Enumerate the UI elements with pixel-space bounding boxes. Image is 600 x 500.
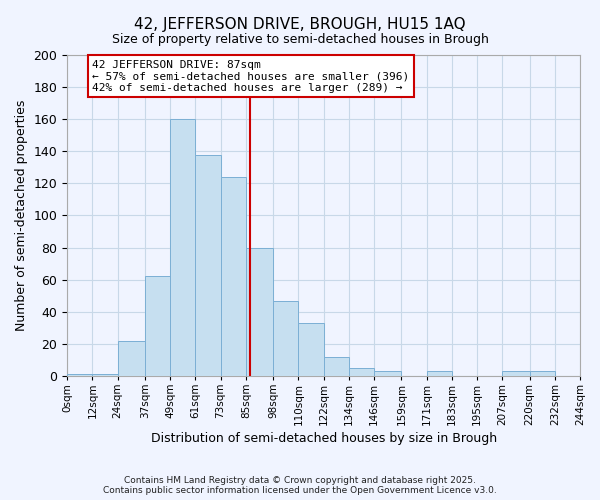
Bar — [273, 300, 298, 376]
Bar — [323, 356, 349, 376]
Bar — [298, 323, 323, 376]
Bar — [427, 371, 452, 376]
Text: Contains HM Land Registry data © Crown copyright and database right 2025.
Contai: Contains HM Land Registry data © Crown c… — [103, 476, 497, 495]
Bar — [530, 371, 555, 376]
Bar — [196, 154, 221, 376]
Text: 42, JEFFERSON DRIVE, BROUGH, HU15 1AQ: 42, JEFFERSON DRIVE, BROUGH, HU15 1AQ — [134, 18, 466, 32]
Y-axis label: Number of semi-detached properties: Number of semi-detached properties — [15, 100, 28, 331]
Text: 42 JEFFERSON DRIVE: 87sqm
← 57% of semi-detached houses are smaller (396)
42% of: 42 JEFFERSON DRIVE: 87sqm ← 57% of semi-… — [92, 60, 410, 93]
X-axis label: Distribution of semi-detached houses by size in Brough: Distribution of semi-detached houses by … — [151, 432, 497, 445]
Bar — [67, 374, 92, 376]
Bar — [118, 340, 145, 376]
Bar — [170, 119, 196, 376]
Text: Size of property relative to semi-detached houses in Brough: Size of property relative to semi-detach… — [112, 32, 488, 46]
Bar — [145, 276, 170, 376]
Bar — [349, 368, 374, 376]
Bar — [374, 371, 401, 376]
Bar — [92, 374, 118, 376]
Bar — [221, 177, 246, 376]
Bar — [246, 248, 273, 376]
Bar — [502, 371, 530, 376]
